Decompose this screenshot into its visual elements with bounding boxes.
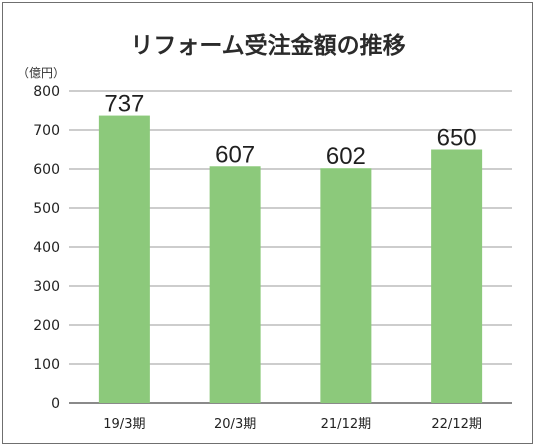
y-tick-label: 300 (33, 279, 60, 295)
y-tick-label: 500 (33, 201, 60, 217)
x-tick-label: 20/3期 (214, 417, 256, 432)
y-tick-label: 0 (51, 396, 60, 412)
y-tick-label: 200 (33, 318, 60, 334)
bar (431, 149, 483, 403)
x-tick-label: 22/12期 (431, 417, 481, 432)
y-tick-label: 600 (33, 162, 60, 178)
bar (209, 166, 261, 403)
y-tick-label: 400 (33, 240, 60, 256)
data-label: 607 (215, 141, 255, 168)
y-tick-label: 100 (33, 357, 60, 373)
y-axis-unit-label: （億円） (17, 66, 65, 80)
y-tick-label: 800 (33, 84, 60, 100)
y-tick-label: 700 (33, 123, 60, 139)
bar (98, 115, 150, 403)
chart-title: リフォーム受注金額の推移 (130, 32, 405, 59)
bar (320, 168, 372, 403)
x-tick-label: 19/3期 (103, 417, 145, 432)
data-label: 737 (104, 91, 144, 118)
x-tick-label: 21/12期 (321, 417, 371, 432)
data-label: 602 (326, 143, 366, 170)
data-label: 650 (437, 125, 477, 152)
